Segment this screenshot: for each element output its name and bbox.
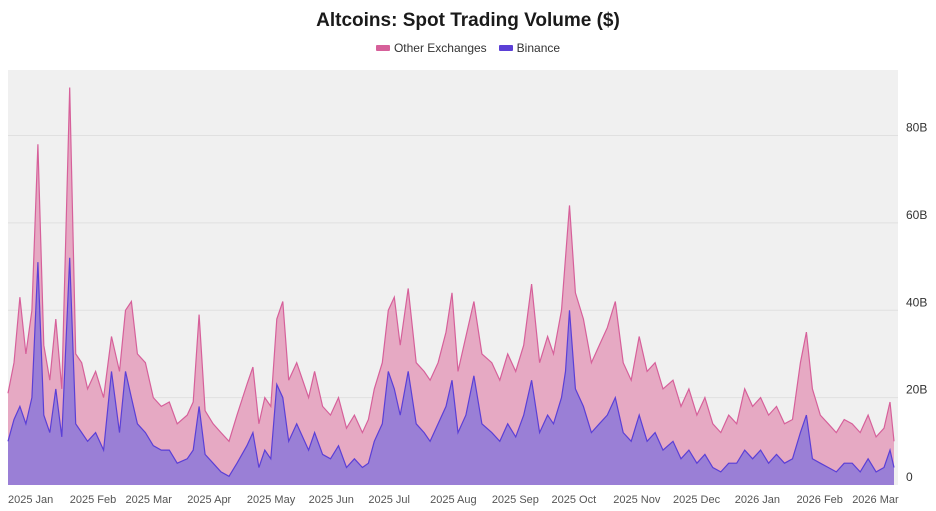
area-other-exchanges bbox=[8, 87, 894, 485]
x-tick-label: 2026 Feb bbox=[796, 494, 842, 506]
y-tick-label: 40B bbox=[906, 295, 927, 309]
x-tick-label: 2026 Mar bbox=[852, 494, 899, 506]
x-tick-label: 2026 Jan bbox=[735, 494, 780, 506]
legend-item-binance[interactable]: Binance bbox=[498, 41, 561, 55]
legend-swatch-other-exchanges bbox=[375, 45, 390, 51]
x-tick-label: 2025 Mar bbox=[125, 494, 172, 506]
x-tick-label: 2025 Jun bbox=[309, 494, 354, 506]
area-binance bbox=[8, 257, 894, 485]
legend-label-other-exchanges: Other Exchanges bbox=[393, 41, 487, 55]
chart-title: Altcoins: Spot Trading Volume ($) bbox=[316, 10, 620, 31]
x-tick-label: 2025 Dec bbox=[673, 494, 721, 506]
legend-label-binance: Binance bbox=[516, 41, 561, 55]
x-tick-label: 2025 Oct bbox=[552, 494, 597, 506]
y-tick-label: 80B bbox=[906, 121, 927, 135]
y-tick-label: 20B bbox=[906, 383, 927, 397]
x-tick-label: 2025 May bbox=[247, 494, 296, 506]
series-areas bbox=[7, 87, 895, 485]
x-tick-label: 2025 Feb bbox=[70, 494, 116, 506]
line-binance bbox=[7, 257, 895, 478]
x-tick-label: 2025 Jan bbox=[8, 494, 53, 506]
legend-item-other-exchanges[interactable]: Other Exchanges bbox=[375, 41, 487, 55]
x-tick-label: 2025 Aug bbox=[430, 494, 477, 506]
x-tick-label: 2025 Jul bbox=[368, 494, 410, 506]
y-tick-label: 0 bbox=[906, 470, 913, 484]
y-tick-label: 60B bbox=[906, 208, 927, 222]
x-axis: 2025 Jan 2025 Feb 2025 Mar 2025 Apr 2025 May… bbox=[8, 494, 899, 506]
y-axis: 0 20B 40B 60B 80B bbox=[906, 121, 927, 484]
chart-legend: Other Exchanges Binance bbox=[0, 41, 936, 55]
line-other-exchanges bbox=[7, 87, 895, 443]
legend-swatch-binance bbox=[498, 45, 513, 51]
x-tick-label: 2025 Apr bbox=[187, 494, 231, 506]
x-tick-label: 2025 Sep bbox=[492, 494, 539, 506]
x-tick-label: 2025 Nov bbox=[613, 494, 661, 506]
